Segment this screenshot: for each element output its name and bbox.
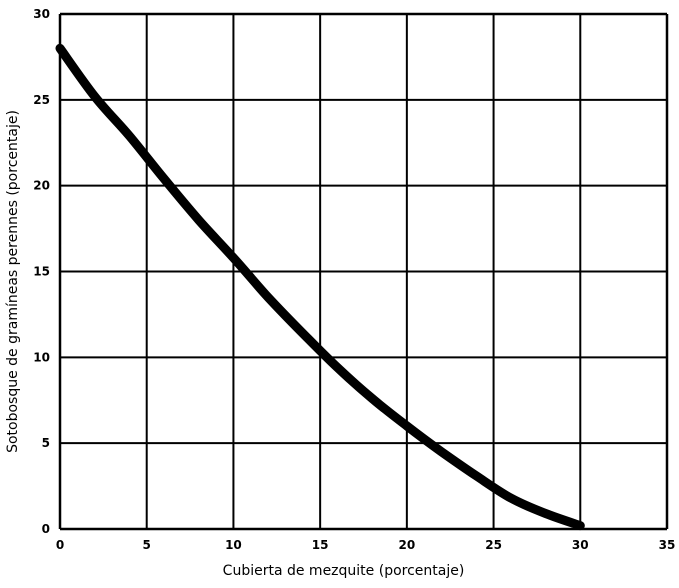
x-tick-label-5: 5: [143, 538, 151, 552]
x-tick-label-30: 30: [572, 538, 589, 552]
y-tick-label-15: 15: [33, 265, 50, 279]
x-tick-label-20: 20: [399, 538, 416, 552]
x-tick-label-0: 0: [56, 538, 64, 552]
x-axis-title: Cubierta de mezquite (porcentaje): [223, 563, 465, 579]
x-tick-label-10: 10: [225, 538, 242, 552]
y-tick-label-0: 0: [42, 522, 50, 536]
x-tick-label-25: 25: [485, 538, 502, 552]
y-tick-label-30: 30: [33, 7, 50, 21]
y-tick-label-25: 25: [33, 93, 50, 107]
y-axis-title: Sotobosque de gramíneas perennes (porcen…: [5, 110, 21, 453]
x-tick-label-35: 35: [659, 538, 676, 552]
y-tick-label-5: 5: [42, 436, 50, 450]
y-tick-label-20: 20: [33, 179, 50, 193]
tick-labels: 0 5 10 15 20 25 30 35 0 5 10 15 20 25 30: [33, 7, 675, 552]
grid: [60, 14, 667, 529]
y-tick-label-10: 10: [33, 350, 50, 364]
x-tick-label-15: 15: [312, 538, 329, 552]
